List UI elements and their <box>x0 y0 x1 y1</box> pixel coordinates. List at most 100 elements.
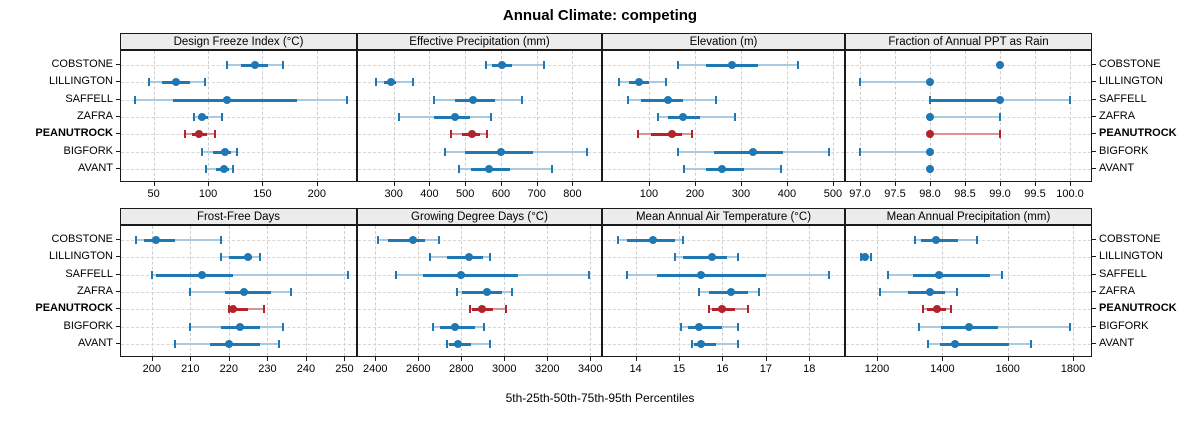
site-label-left: PEANUTROCK <box>35 302 113 315</box>
median-dot <box>222 95 231 104</box>
y-tick-mark <box>1092 239 1096 240</box>
whisker-cap-right <box>733 112 736 121</box>
x-tick-label: 15 <box>672 363 686 375</box>
y-tick-mark <box>116 150 120 152</box>
median-dot <box>240 287 249 296</box>
x-tick-label: 17 <box>759 363 772 375</box>
median-dot <box>707 253 716 262</box>
x-tick-label: 3000 <box>491 363 517 375</box>
x-tick-mark <box>547 357 549 361</box>
x-tick-label: 97.5 <box>884 188 906 200</box>
median-dot <box>228 305 237 314</box>
panel-strip: Fraction of Annual PPT as Rain <box>845 33 1092 50</box>
whisker-cap-left <box>680 322 683 331</box>
gridline-vertical <box>765 226 767 356</box>
gridline-vertical <box>648 51 650 181</box>
whisker-cap-right <box>780 164 783 173</box>
whisker-cap-left <box>617 236 620 244</box>
x-tick-mark <box>151 357 153 361</box>
whisker-cap-left <box>468 305 471 314</box>
gridline-horizontal <box>603 82 844 84</box>
x-tick-mark <box>635 357 637 361</box>
site-label-right: PEANUTROCK <box>1099 302 1177 315</box>
median-dot <box>250 61 259 69</box>
site-label-right: LILLINGTON <box>1099 75 1163 88</box>
whisker-cap-left <box>879 287 882 296</box>
x-tick-mark <box>536 182 538 186</box>
site-label-right: AVANT <box>1099 161 1135 174</box>
gridline-horizontal <box>846 291 1091 293</box>
median-dot <box>453 339 462 348</box>
gridline-horizontal <box>603 99 844 101</box>
x-tick-label: 230 <box>258 363 277 375</box>
x-tick-label: 16 <box>716 363 729 375</box>
median-dot <box>663 95 672 104</box>
x-tick-label: 300 <box>384 188 403 200</box>
median-dot <box>635 78 644 87</box>
y-tick-mark <box>116 98 120 100</box>
gridline-horizontal <box>121 134 356 136</box>
panel-plot <box>845 50 1092 182</box>
x-tick-label: 3400 <box>577 363 603 375</box>
panel-plot <box>357 225 602 357</box>
whisker-cap-right <box>203 78 206 87</box>
x-tick-mark <box>500 182 502 186</box>
median-dot <box>477 305 486 314</box>
whisker-cap-left <box>376 236 379 244</box>
whisker-cap-left <box>859 78 861 87</box>
y-tick-mark <box>1092 133 1096 135</box>
x-tick-label: 1200 <box>864 363 890 375</box>
x-tick-mark <box>877 357 879 361</box>
y-tick-mark <box>116 239 120 240</box>
interquartile-bar <box>713 150 783 154</box>
x-tick-label: 1600 <box>995 363 1020 375</box>
x-tick-label: 700 <box>527 188 546 200</box>
y-tick-mark <box>1092 167 1096 169</box>
whisker-cap-right <box>682 236 685 244</box>
gridline-vertical <box>418 226 420 356</box>
x-tick-label: 250 <box>335 363 354 375</box>
whisker-cap-left <box>189 322 192 331</box>
median-dot <box>749 147 758 156</box>
whisker-cap-left <box>922 305 925 314</box>
interquartile-bar <box>209 342 260 346</box>
gridline-vertical <box>832 51 834 181</box>
whisker-range-line <box>485 64 544 66</box>
x-tick-label: 3200 <box>534 363 560 375</box>
gridline-horizontal <box>846 309 1091 311</box>
x-tick-label: 14 <box>629 363 642 375</box>
x-tick-label: 200 <box>142 363 161 375</box>
x-tick-mark <box>1000 182 1001 186</box>
gridline-horizontal <box>846 168 1091 170</box>
whisker-cap-right <box>1000 270 1003 279</box>
interquartile-bar <box>225 290 272 294</box>
x-tick-label: 500 <box>456 188 475 200</box>
site-label-left: COBSTONE <box>51 58 113 70</box>
median-dot <box>696 339 705 348</box>
x-tick-mark <box>694 182 696 186</box>
whisker-cap-left <box>927 339 930 348</box>
gridline-vertical <box>1070 51 1071 181</box>
site-label-left: LILLINGTON <box>49 75 113 88</box>
whisker-cap-right <box>1029 339 1032 348</box>
whisker-cap-left <box>449 130 452 139</box>
y-tick-mark <box>1092 64 1096 65</box>
x-tick-label: 98.0 <box>919 188 941 200</box>
gridline-vertical <box>1035 51 1036 181</box>
x-tick-mark <box>860 182 861 186</box>
median-dot <box>926 147 934 156</box>
whisker-cap-right <box>346 95 349 104</box>
gridline-vertical <box>536 51 538 181</box>
site-label-left: BIGFORK <box>63 144 113 157</box>
y-tick-mark <box>1092 115 1096 117</box>
median-dot <box>696 270 705 279</box>
whisker-range-line <box>860 81 930 84</box>
y-tick-mark <box>1092 308 1096 310</box>
x-tick-mark <box>504 357 506 361</box>
gridline-horizontal <box>121 151 356 153</box>
panel-strip: Design Freeze Index (°C) <box>120 33 357 50</box>
x-tick-label: 300 <box>731 188 751 200</box>
whisker-cap-left <box>683 164 686 173</box>
panel-strip: Mean Annual Air Temperature (°C) <box>602 208 845 225</box>
gridline-vertical <box>1007 226 1009 356</box>
